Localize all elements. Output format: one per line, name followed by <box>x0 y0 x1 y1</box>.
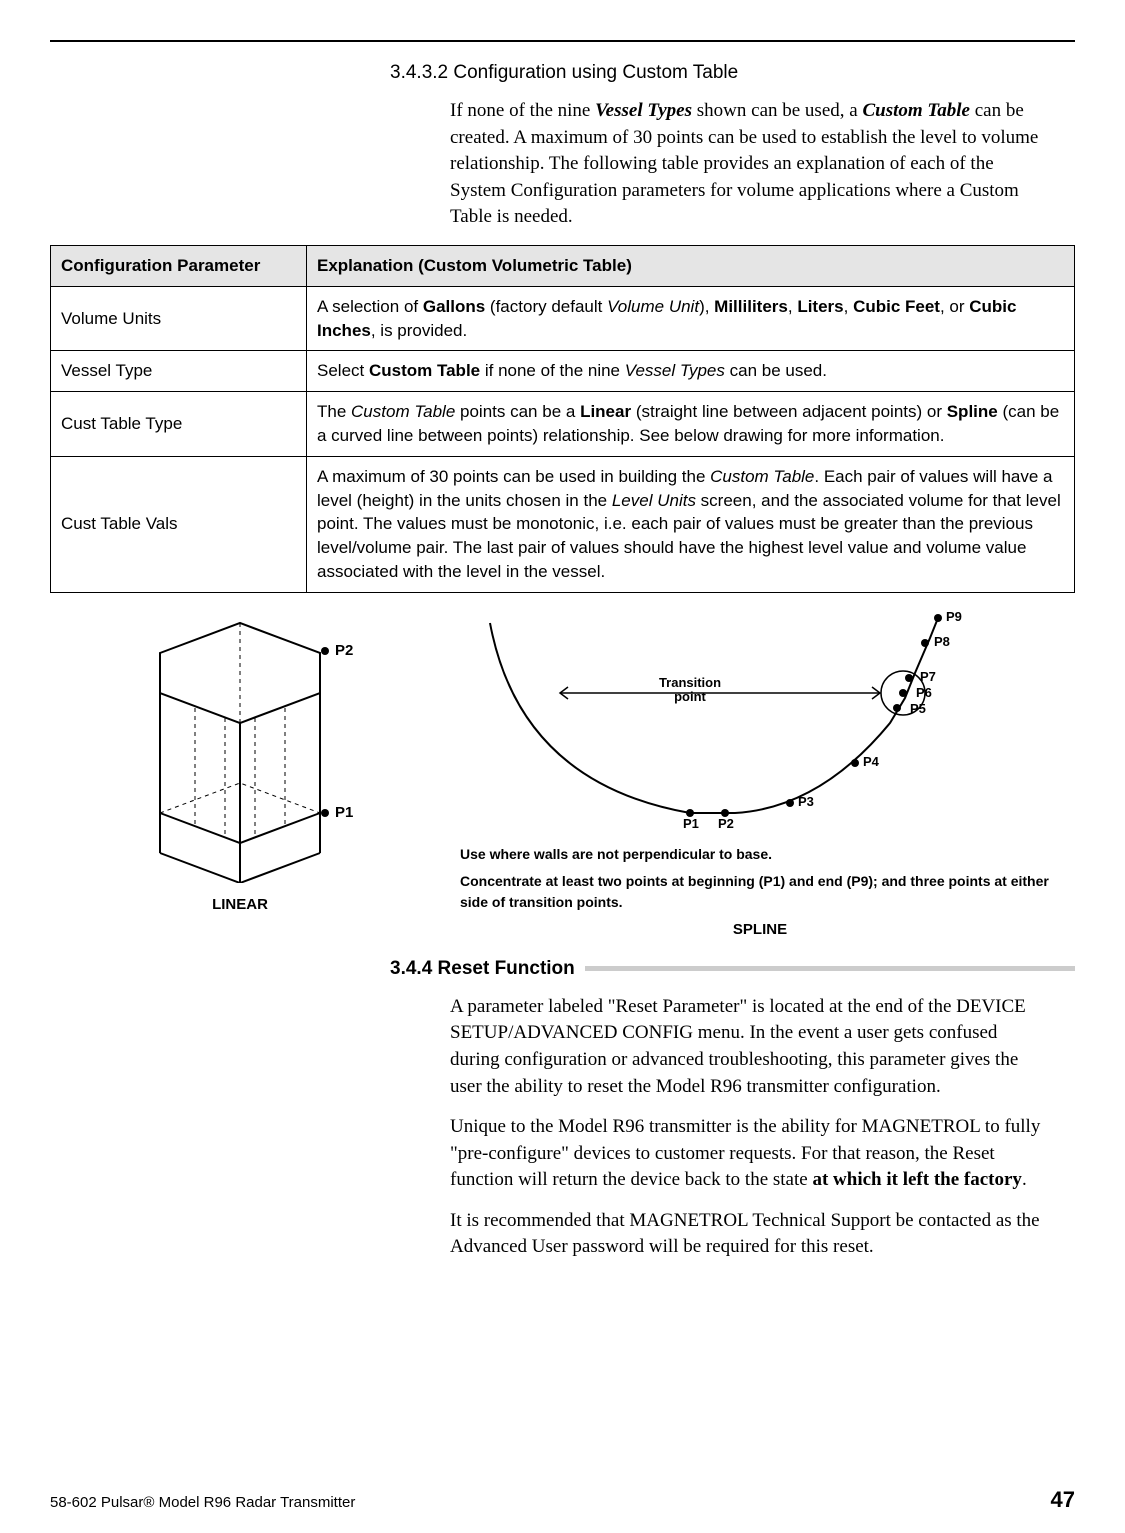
linear-caption: LINEAR <box>50 896 430 913</box>
table-row: Vessel Type Select Custom Table if none … <box>51 351 1075 392</box>
reset-para-1: A parameter labeled "Reset Parameter" is… <box>450 994 1045 1100</box>
svg-text:P2: P2 <box>335 642 353 659</box>
svg-text:Transition: Transition <box>659 675 721 690</box>
table-header: Configuration Parameter <box>51 245 307 286</box>
svg-text:P1: P1 <box>683 816 699 831</box>
svg-text:P6: P6 <box>916 685 932 700</box>
page-number: 47 <box>1051 1487 1075 1513</box>
svg-text:P7: P7 <box>920 669 936 684</box>
spline-note-2: Concentrate at least two points at begin… <box>460 871 1060 913</box>
svg-text:P5: P5 <box>910 701 926 716</box>
footer: 58-602 Pulsar® Model R96 Radar Transmitt… <box>50 1487 1075 1513</box>
reset-para-3: It is recommended that MAGNETROL Technic… <box>450 1208 1045 1261</box>
svg-text:P2: P2 <box>718 816 734 831</box>
intro-paragraph: If none of the nine Vessel Types shown c… <box>450 98 1045 231</box>
svg-text:P9: P9 <box>946 609 962 624</box>
section-heading: 3.4.4 Reset Function <box>390 958 1075 980</box>
svg-text:P3: P3 <box>798 794 814 809</box>
footer-doc: 58-602 Pulsar® Model R96 Radar Transmitt… <box>50 1494 355 1511</box>
svg-text:P4: P4 <box>863 754 880 769</box>
svg-text:P8: P8 <box>934 634 950 649</box>
table-row: Cust Table Vals A maximum of 30 points c… <box>51 456 1075 592</box>
table-row: Cust Table Type The Custom Table points … <box>51 392 1075 457</box>
spline-caption: SPLINE <box>460 921 1060 938</box>
config-table: Configuration Parameter Explanation (Cus… <box>50 245 1075 593</box>
section-number: 3.4.3.2 Configuration using Custom Table <box>390 62 1075 84</box>
svg-text:point: point <box>674 689 706 704</box>
table-header: Explanation (Custom Volumetric Table) <box>307 245 1075 286</box>
spline-diagram: Transition point P1 P2 P3 P4 P5 P6 P7 P8… <box>460 603 1060 938</box>
reset-para-2: Unique to the Model R96 transmitter is t… <box>450 1114 1045 1194</box>
spline-note-1: Use where walls are not perpendicular to… <box>460 844 1060 865</box>
linear-diagram: P2 P1 LINEAR <box>50 603 430 913</box>
svg-text:P1: P1 <box>335 804 353 821</box>
table-row: Volume Units A selection of Gallons (fac… <box>51 286 1075 351</box>
